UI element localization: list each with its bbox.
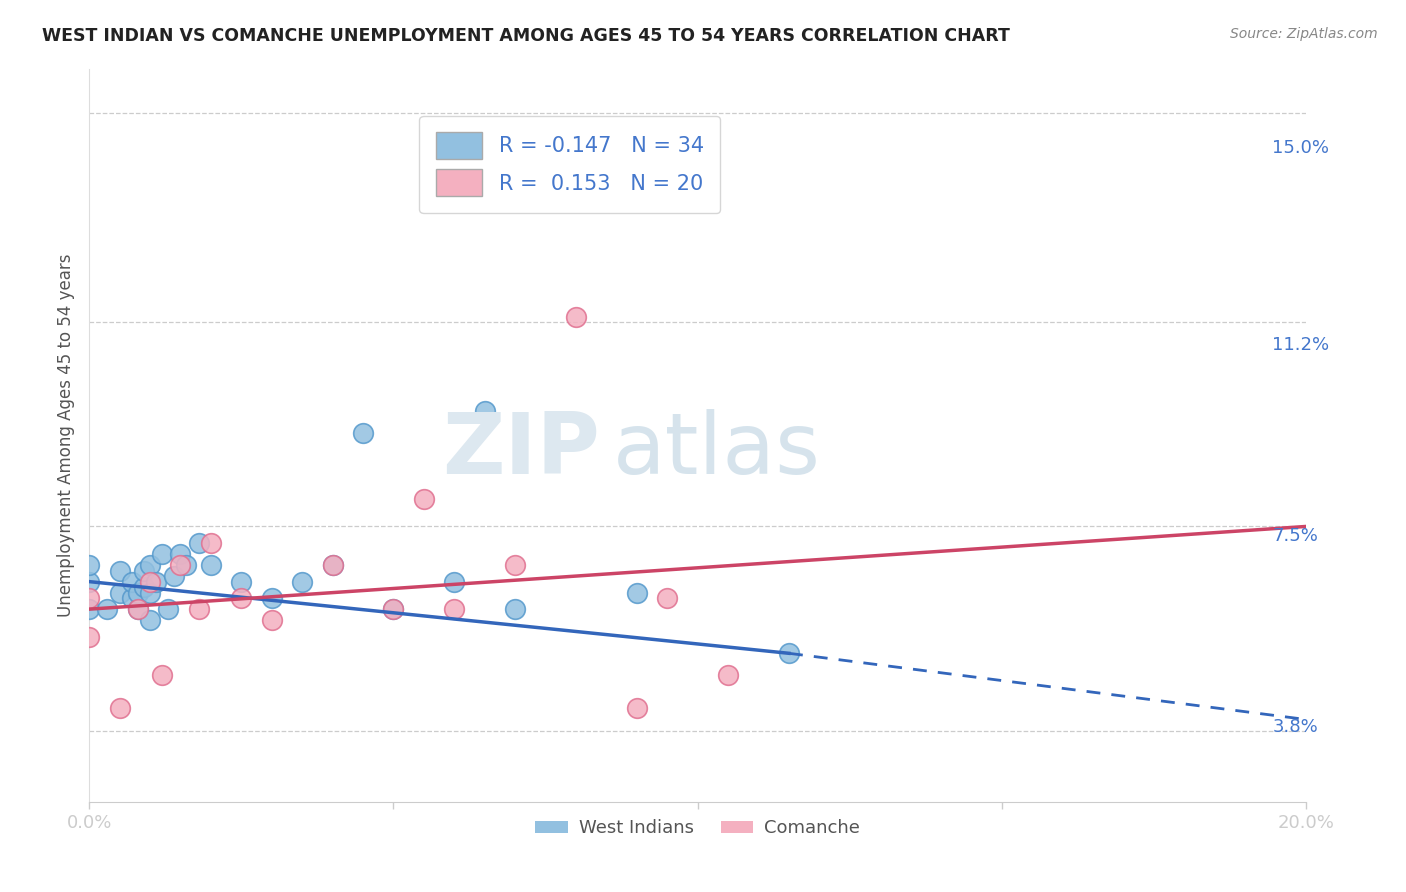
Point xyxy=(163,569,186,583)
Point xyxy=(77,574,100,589)
Point xyxy=(260,613,283,627)
Point xyxy=(108,585,131,599)
Point xyxy=(139,613,162,627)
Point xyxy=(145,574,167,589)
Point xyxy=(443,574,465,589)
Legend: West Indians, Comanche: West Indians, Comanche xyxy=(529,812,868,845)
Text: Source: ZipAtlas.com: Source: ZipAtlas.com xyxy=(1230,27,1378,41)
Point xyxy=(150,668,173,682)
Point xyxy=(260,591,283,606)
Point xyxy=(108,701,131,715)
Point xyxy=(200,558,222,572)
Point xyxy=(127,602,149,616)
Text: WEST INDIAN VS COMANCHE UNEMPLOYMENT AMONG AGES 45 TO 54 YEARS CORRELATION CHART: WEST INDIAN VS COMANCHE UNEMPLOYMENT AMO… xyxy=(42,27,1010,45)
Point xyxy=(474,403,496,417)
Point xyxy=(176,558,198,572)
Point xyxy=(121,574,143,589)
Point xyxy=(121,591,143,606)
Point xyxy=(108,564,131,578)
Point xyxy=(382,602,405,616)
Point xyxy=(626,701,648,715)
Point xyxy=(503,602,526,616)
Point xyxy=(77,630,100,644)
Point xyxy=(150,547,173,561)
Point xyxy=(322,558,344,572)
Point xyxy=(200,536,222,550)
Point xyxy=(77,591,100,606)
Point xyxy=(139,558,162,572)
Text: 3.8%: 3.8% xyxy=(1272,718,1319,736)
Point xyxy=(778,646,800,660)
Point xyxy=(169,558,191,572)
Point xyxy=(169,547,191,561)
Point xyxy=(322,558,344,572)
Point xyxy=(352,425,374,440)
Point xyxy=(77,558,100,572)
Point xyxy=(503,558,526,572)
Point xyxy=(139,574,162,589)
Point xyxy=(132,564,155,578)
Text: 15.0%: 15.0% xyxy=(1272,139,1330,157)
Text: 11.2%: 11.2% xyxy=(1272,335,1330,353)
Point xyxy=(412,491,434,506)
Point xyxy=(77,602,100,616)
Point xyxy=(291,574,314,589)
Point xyxy=(187,536,209,550)
Point xyxy=(565,310,588,324)
Point xyxy=(717,668,740,682)
Point xyxy=(231,574,253,589)
Point xyxy=(657,591,679,606)
Y-axis label: Unemployment Among Ages 45 to 54 years: Unemployment Among Ages 45 to 54 years xyxy=(58,253,75,617)
Text: ZIP: ZIP xyxy=(443,409,600,491)
Point xyxy=(127,602,149,616)
Point xyxy=(139,585,162,599)
Point xyxy=(127,585,149,599)
Text: 7.5%: 7.5% xyxy=(1272,526,1319,545)
Text: atlas: atlas xyxy=(613,409,821,491)
Point xyxy=(132,580,155,594)
Point xyxy=(187,602,209,616)
Point xyxy=(382,602,405,616)
Point xyxy=(96,602,118,616)
Point xyxy=(443,602,465,616)
Point xyxy=(626,585,648,599)
Point xyxy=(231,591,253,606)
Point xyxy=(157,602,180,616)
